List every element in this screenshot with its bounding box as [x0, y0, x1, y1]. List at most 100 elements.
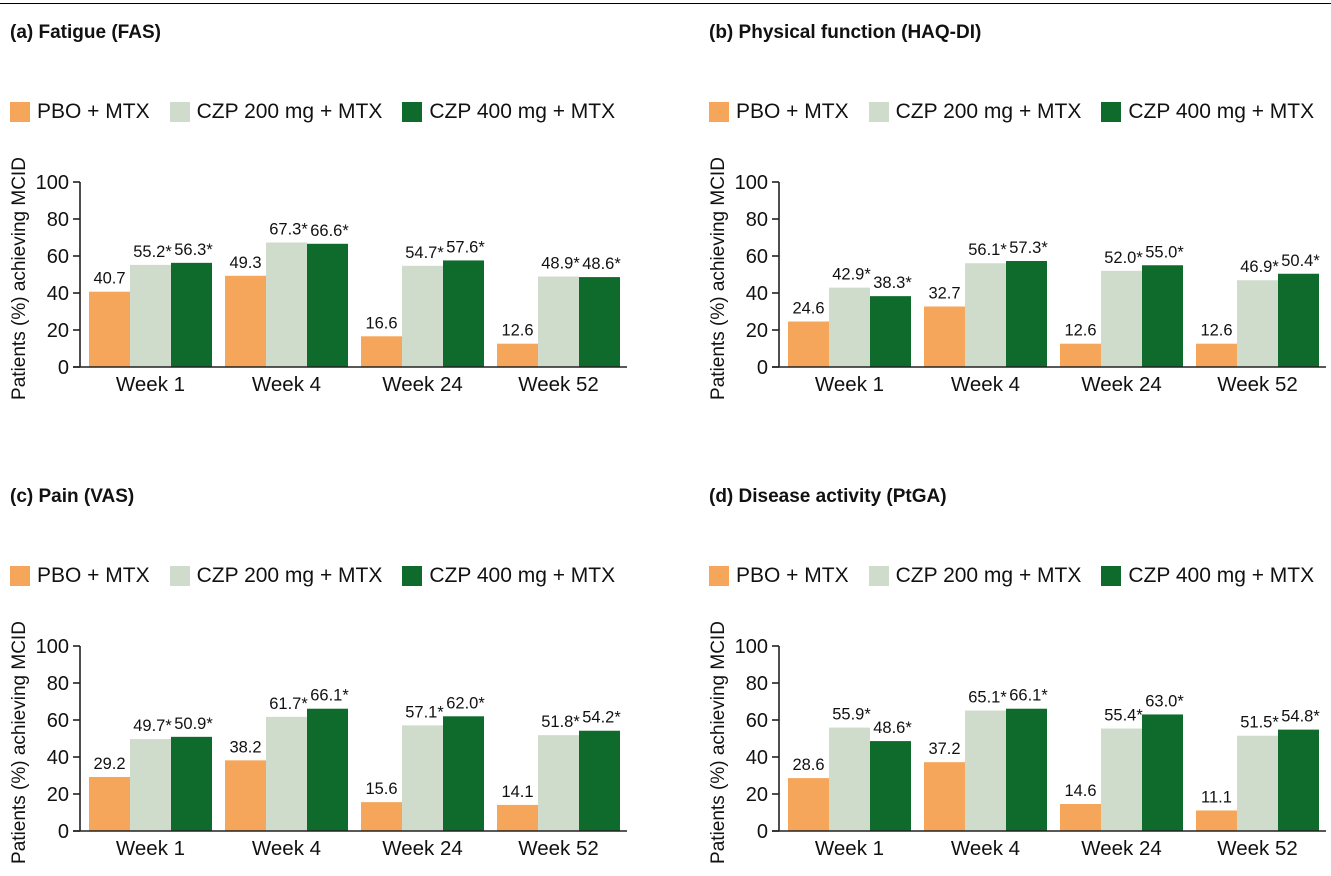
x-tick-label: Week 52 — [1217, 373, 1298, 396]
bar-value-label: 55.2* — [133, 243, 172, 261]
bar-pbo-week-4 — [924, 762, 965, 831]
bar-pbo-week-24 — [361, 336, 402, 367]
bar-value-label: 38.2 — [229, 738, 261, 756]
legend-swatch-czp400 — [1101, 102, 1122, 122]
y-tick-label: 60 — [47, 710, 69, 732]
x-tick-label: Week 4 — [252, 837, 321, 860]
legend-label-czp400: CZP 400 mg + MTX — [429, 100, 616, 123]
legend-label-pbo: PBO + MTX — [736, 100, 849, 123]
legend-item-czp400: CZP 400 mg + MTX — [402, 100, 615, 124]
y-tick-label: 20 — [47, 784, 69, 806]
bar-value-label: 49.7* — [133, 717, 172, 735]
legend-item-czp400: CZP 400 mg + MTX — [1101, 100, 1314, 124]
legend-swatch-czp200 — [169, 566, 190, 586]
x-tick-label: Week 1 — [815, 373, 884, 396]
y-axis-label: Patients (%) achieving MCID — [9, 157, 30, 400]
bar-value-label: 52.0* — [1104, 249, 1143, 267]
bar-czp400-week-4 — [1006, 260, 1047, 367]
bar-value-label: 66.1* — [310, 687, 349, 705]
bar-czp200-week-24 — [402, 265, 443, 367]
bar-pbo-week-52 — [497, 343, 538, 367]
legend-label-czp400: CZP 400 mg + MTX — [1128, 564, 1315, 587]
bar-pbo-week-4 — [924, 306, 965, 367]
panel-title: (a) Fatigue (FAS) — [10, 22, 161, 43]
bar-pbo-week-1 — [89, 291, 130, 367]
legend-swatch-pbo — [10, 566, 30, 586]
x-tick-label: Week 24 — [1081, 837, 1162, 860]
y-tick-label: 0 — [58, 821, 69, 843]
bar-pbo-week-1 — [788, 321, 829, 367]
bar-value-label: 51.8* — [541, 713, 580, 731]
y-tick-label: 60 — [47, 246, 69, 268]
panel-title: (c) Pain (VAS) — [10, 486, 135, 507]
legend-swatch-czp400 — [1101, 566, 1122, 586]
panel-title: (b) Physical function (HAQ-DI) — [709, 22, 982, 43]
bar-czp200-week-52 — [1237, 280, 1278, 367]
y-tick-label: 100 — [36, 636, 69, 658]
bar-value-label: 50.9* — [174, 715, 213, 733]
x-tick-label: Week 24 — [382, 837, 463, 860]
bar-czp400-week-1 — [171, 262, 212, 367]
chart-panel-disease-activity: (d) Disease activity (PtGA) PBO + MTX CZ… — [708, 486, 1331, 876]
bar-pbo-week-1 — [89, 776, 130, 831]
bar-czp400-week-52 — [1278, 729, 1319, 831]
bar-value-label: 32.7 — [928, 285, 960, 303]
legend-item-pbo: PBO + MTX — [709, 564, 849, 588]
bar-value-label: 61.7* — [269, 695, 308, 713]
bar-value-label: 55.4* — [1104, 707, 1143, 725]
bar-value-label: 11.1 — [1201, 788, 1232, 806]
bar-value-label: 46.9* — [1240, 258, 1279, 276]
bar-czp200-week-1 — [829, 727, 870, 831]
bar-czp400-week-4 — [1006, 708, 1047, 831]
bar-value-label: 12.6 — [1064, 322, 1096, 340]
x-tick-label: Week 52 — [518, 373, 599, 396]
bar-value-label: 14.6 — [1064, 782, 1096, 800]
bar-value-label: 57.1* — [405, 703, 444, 721]
chart-panel-fatigue: (a) Fatigue (FAS) PBO + MTX CZP 200 mg +… — [9, 22, 650, 412]
bar-value-label: 62.0* — [446, 694, 485, 712]
bar-pbo-week-4 — [225, 275, 266, 367]
y-tick-label: 20 — [746, 784, 768, 806]
legend-swatch-czp400 — [402, 102, 423, 122]
x-tick-label: Week 1 — [116, 837, 185, 860]
x-tick-label: Week 52 — [518, 837, 599, 860]
bar-pbo-week-52 — [497, 804, 538, 831]
bar-czp200-week-24 — [1101, 270, 1142, 367]
y-tick-label: 0 — [58, 357, 69, 379]
bar-value-label: 37.2 — [928, 740, 960, 758]
bar-value-label: 28.6 — [792, 756, 824, 774]
y-tick-label: 20 — [746, 320, 768, 342]
x-tick-label: Week 4 — [951, 837, 1020, 860]
chart-panel-physical-function: (b) Physical function (HAQ-DI) PBO + MTX… — [708, 22, 1331, 412]
bar-czp200-week-1 — [829, 287, 870, 367]
legend-label-czp400: CZP 400 mg + MTX — [1128, 100, 1315, 123]
legend-swatch-pbo — [10, 102, 30, 122]
bar-value-label: 57.3* — [1009, 239, 1048, 257]
legend-label-czp200: CZP 200 mg + MTX — [895, 564, 1082, 587]
bar-value-label: 38.3* — [873, 274, 912, 292]
bar-czp400-week-24 — [1142, 265, 1183, 367]
y-tick-label: 100 — [735, 636, 768, 658]
bar-pbo-week-24 — [1060, 343, 1101, 367]
legend-swatch-czp200 — [169, 102, 190, 122]
legend-item-czp200: CZP 200 mg + MTX — [169, 100, 382, 124]
bar-czp200-week-24 — [402, 725, 443, 831]
bar-czp200-week-1 — [130, 264, 171, 367]
x-tick-label: Week 24 — [1081, 373, 1162, 396]
bar-czp200-week-4 — [266, 242, 307, 367]
bar-chart-disease-activity: Patients (%) achieving MCID 0 20 40 60 80 100 2… — [708, 621, 1326, 864]
bar-value-label: 49.3 — [229, 254, 261, 272]
legend-swatch-czp200 — [868, 102, 889, 122]
legend-item-pbo: PBO + MTX — [10, 100, 150, 124]
bar-czp200-week-24 — [1101, 728, 1142, 831]
bar-czp200-week-52 — [538, 735, 579, 831]
x-tick-label: Week 4 — [951, 373, 1020, 396]
bar-pbo-week-1 — [788, 778, 829, 831]
legend-item-czp200: CZP 200 mg + MTX — [868, 100, 1081, 124]
y-tick-label: 60 — [746, 710, 768, 732]
bar-pbo-week-52 — [1196, 343, 1237, 367]
bar-value-label: 15.6 — [365, 780, 397, 798]
legend: PBO + MTX CZP 200 mg + MTX CZP 400 mg + … — [709, 100, 1314, 124]
legend: PBO + MTX CZP 200 mg + MTX CZP 400 mg + … — [709, 564, 1314, 588]
bar-value-label: 29.2 — [93, 755, 125, 773]
